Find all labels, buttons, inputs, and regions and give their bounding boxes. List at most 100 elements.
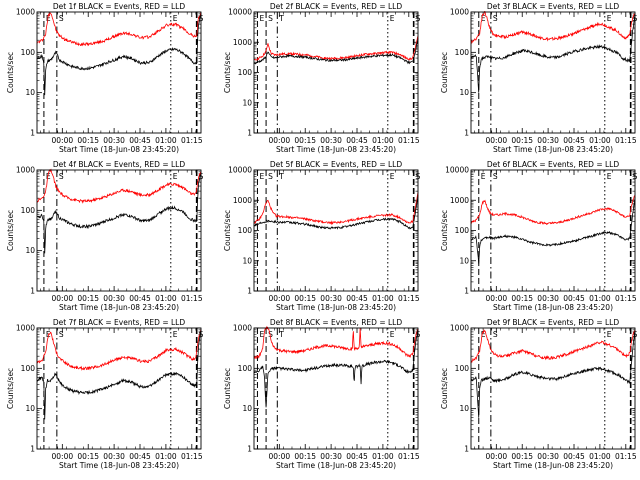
x-tick-label: 00:00 — [486, 452, 508, 461]
y-tick-label: 1000 — [233, 324, 252, 333]
x-tick-label: 01:00 — [372, 452, 394, 461]
x-tick-label: 01:15 — [181, 452, 203, 461]
y-tick-label: 10 — [242, 98, 252, 107]
flag-label: S — [59, 14, 64, 23]
x-tick-label: 01:00 — [589, 136, 611, 145]
y-tick-label: 10000 — [445, 166, 469, 175]
flag-label: E — [173, 172, 178, 181]
x-tick-label: 00:30 — [320, 452, 342, 461]
flag-label: E — [390, 14, 395, 23]
flag-label: E — [390, 172, 395, 181]
x-tick-label: 00:30 — [103, 294, 125, 303]
panel-title: Det 7f BLACK = Events, RED = LLD — [53, 318, 186, 327]
y-tick-label: 1000 — [233, 38, 252, 47]
x-axis-label: Start Time (18-Jun-08 23:45:20) — [276, 461, 396, 470]
x-tick-label: 01:15 — [181, 136, 203, 145]
y-tick-label: 1000 — [450, 196, 469, 205]
series-line-lld — [253, 325, 419, 360]
x-tick-label: 01:15 — [398, 136, 420, 145]
y-tick-label: 100 — [21, 364, 36, 373]
y-tick-label: 100 — [238, 364, 253, 373]
series-line-lld — [470, 195, 636, 226]
y-tick-label: 1 — [464, 129, 469, 138]
panel-det-1: Det 1f BLACK = Events, RED = LLD 1 10 100 10… — [6, 2, 204, 154]
panel-title: Det 1f BLACK = Events, RED = LLD — [53, 2, 186, 11]
y-axis-label: Counts/sec — [223, 210, 232, 251]
x-tick-label: 01:00 — [155, 452, 177, 461]
y-axis-label: Counts/sec — [440, 210, 449, 251]
flag-label: E — [173, 14, 178, 23]
x-tick-label: 00:15 — [511, 136, 533, 145]
y-tick-label: 10 — [25, 246, 35, 255]
panel-title: Det 8f BLACK = Events, RED = LLD — [270, 318, 403, 327]
x-tick-label: 00:15 — [511, 294, 533, 303]
y-axis-label: Counts/sec — [440, 368, 449, 409]
x-tick-label: 00:30 — [537, 136, 559, 145]
panel-det-7: Det 7f BLACK = Events, RED = LLD 1 10 100 10… — [6, 318, 204, 470]
plot-frame — [36, 11, 202, 134]
panel-det-6: Det 6f BLACK = Events, RED = LLD 1 10 100 10… — [440, 160, 638, 312]
flag-label: E — [259, 330, 264, 339]
x-axis-label: Start Time (18-Jun-08 23:45:20) — [59, 461, 179, 470]
x-tick-label: 01:00 — [372, 294, 394, 303]
x-tick-label: 00:15 — [294, 452, 316, 461]
y-tick-label: 100 — [238, 68, 253, 77]
x-axis-label: Start Time (18-Jun-08 23:45:20) — [59, 303, 179, 312]
x-tick-label: 00:00 — [269, 136, 291, 145]
x-tick-label: 00:45 — [129, 294, 151, 303]
flag-label: E — [259, 172, 264, 181]
y-tick-label: 1000 — [233, 196, 252, 205]
x-tick-label: 00:30 — [320, 136, 342, 145]
flag-label: T — [278, 14, 284, 23]
x-tick-label: 00:15 — [77, 294, 99, 303]
panel-title: Det 6f BLACK = Events, RED = LLD — [487, 160, 620, 169]
panel-title: Det 9f BLACK = Events, RED = LLD — [487, 318, 620, 327]
y-axis-label: Counts/sec — [440, 52, 449, 93]
y-tick-label: 1 — [464, 445, 469, 454]
y-axis-label: Counts/sec — [6, 210, 15, 251]
x-tick-label: 00:45 — [346, 452, 368, 461]
x-tick-label: 00:00 — [269, 294, 291, 303]
plot-frame — [36, 327, 202, 450]
series-line-lld — [253, 35, 419, 61]
x-tick-label: 01:00 — [589, 294, 611, 303]
x-tick-label: 01:00 — [155, 294, 177, 303]
plot-frame — [470, 11, 636, 134]
series-line-lld — [36, 11, 202, 47]
x-axis-label: Start Time (18-Jun-08 23:45:20) — [276, 303, 396, 312]
y-tick-label: 10 — [25, 88, 35, 97]
y-tick-label: 10000 — [228, 8, 252, 17]
panel-det-8: Det 8f BLACK = Events, RED = LLD 1 10 100 10… — [223, 318, 421, 470]
y-tick-label: 1 — [247, 287, 252, 296]
flag-label: E — [46, 14, 51, 23]
x-tick-label: 00:15 — [511, 452, 533, 461]
flag-label: S — [59, 330, 64, 339]
y-tick-label: 10000 — [228, 166, 252, 175]
series-line-events — [470, 330, 636, 418]
series-line-events — [36, 330, 202, 420]
x-tick-label: 01:00 — [155, 136, 177, 145]
x-axis-label: Start Time (18-Jun-08 23:45:20) — [59, 145, 179, 154]
plot-frame — [36, 169, 202, 292]
y-tick-label: 10 — [459, 88, 469, 97]
panel-title: Det 3f BLACK = Events, RED = LLD — [487, 2, 620, 11]
series-line-events — [253, 329, 419, 408]
panel-title: Det 2f BLACK = Events, RED = LLD — [270, 2, 403, 11]
x-tick-label: 00:00 — [52, 136, 74, 145]
x-tick-label: 00:15 — [294, 294, 316, 303]
x-tick-label: 00:45 — [346, 294, 368, 303]
flag-label: E — [259, 14, 264, 23]
series-line-events — [36, 172, 202, 254]
y-tick-label: 100 — [455, 226, 470, 235]
flag-label: E — [481, 14, 486, 23]
flag-label: T — [278, 330, 284, 339]
plot-frame — [253, 169, 419, 292]
plot-frame — [470, 169, 636, 292]
flag-label: E — [481, 172, 486, 181]
y-tick-label: 1000 — [450, 324, 469, 333]
x-tick-label: 00:15 — [294, 136, 316, 145]
y-tick-label: 1000 — [16, 8, 35, 17]
y-tick-label: 10 — [25, 404, 35, 413]
y-tick-label: 1000 — [16, 324, 35, 333]
x-tick-label: 00:30 — [103, 136, 125, 145]
